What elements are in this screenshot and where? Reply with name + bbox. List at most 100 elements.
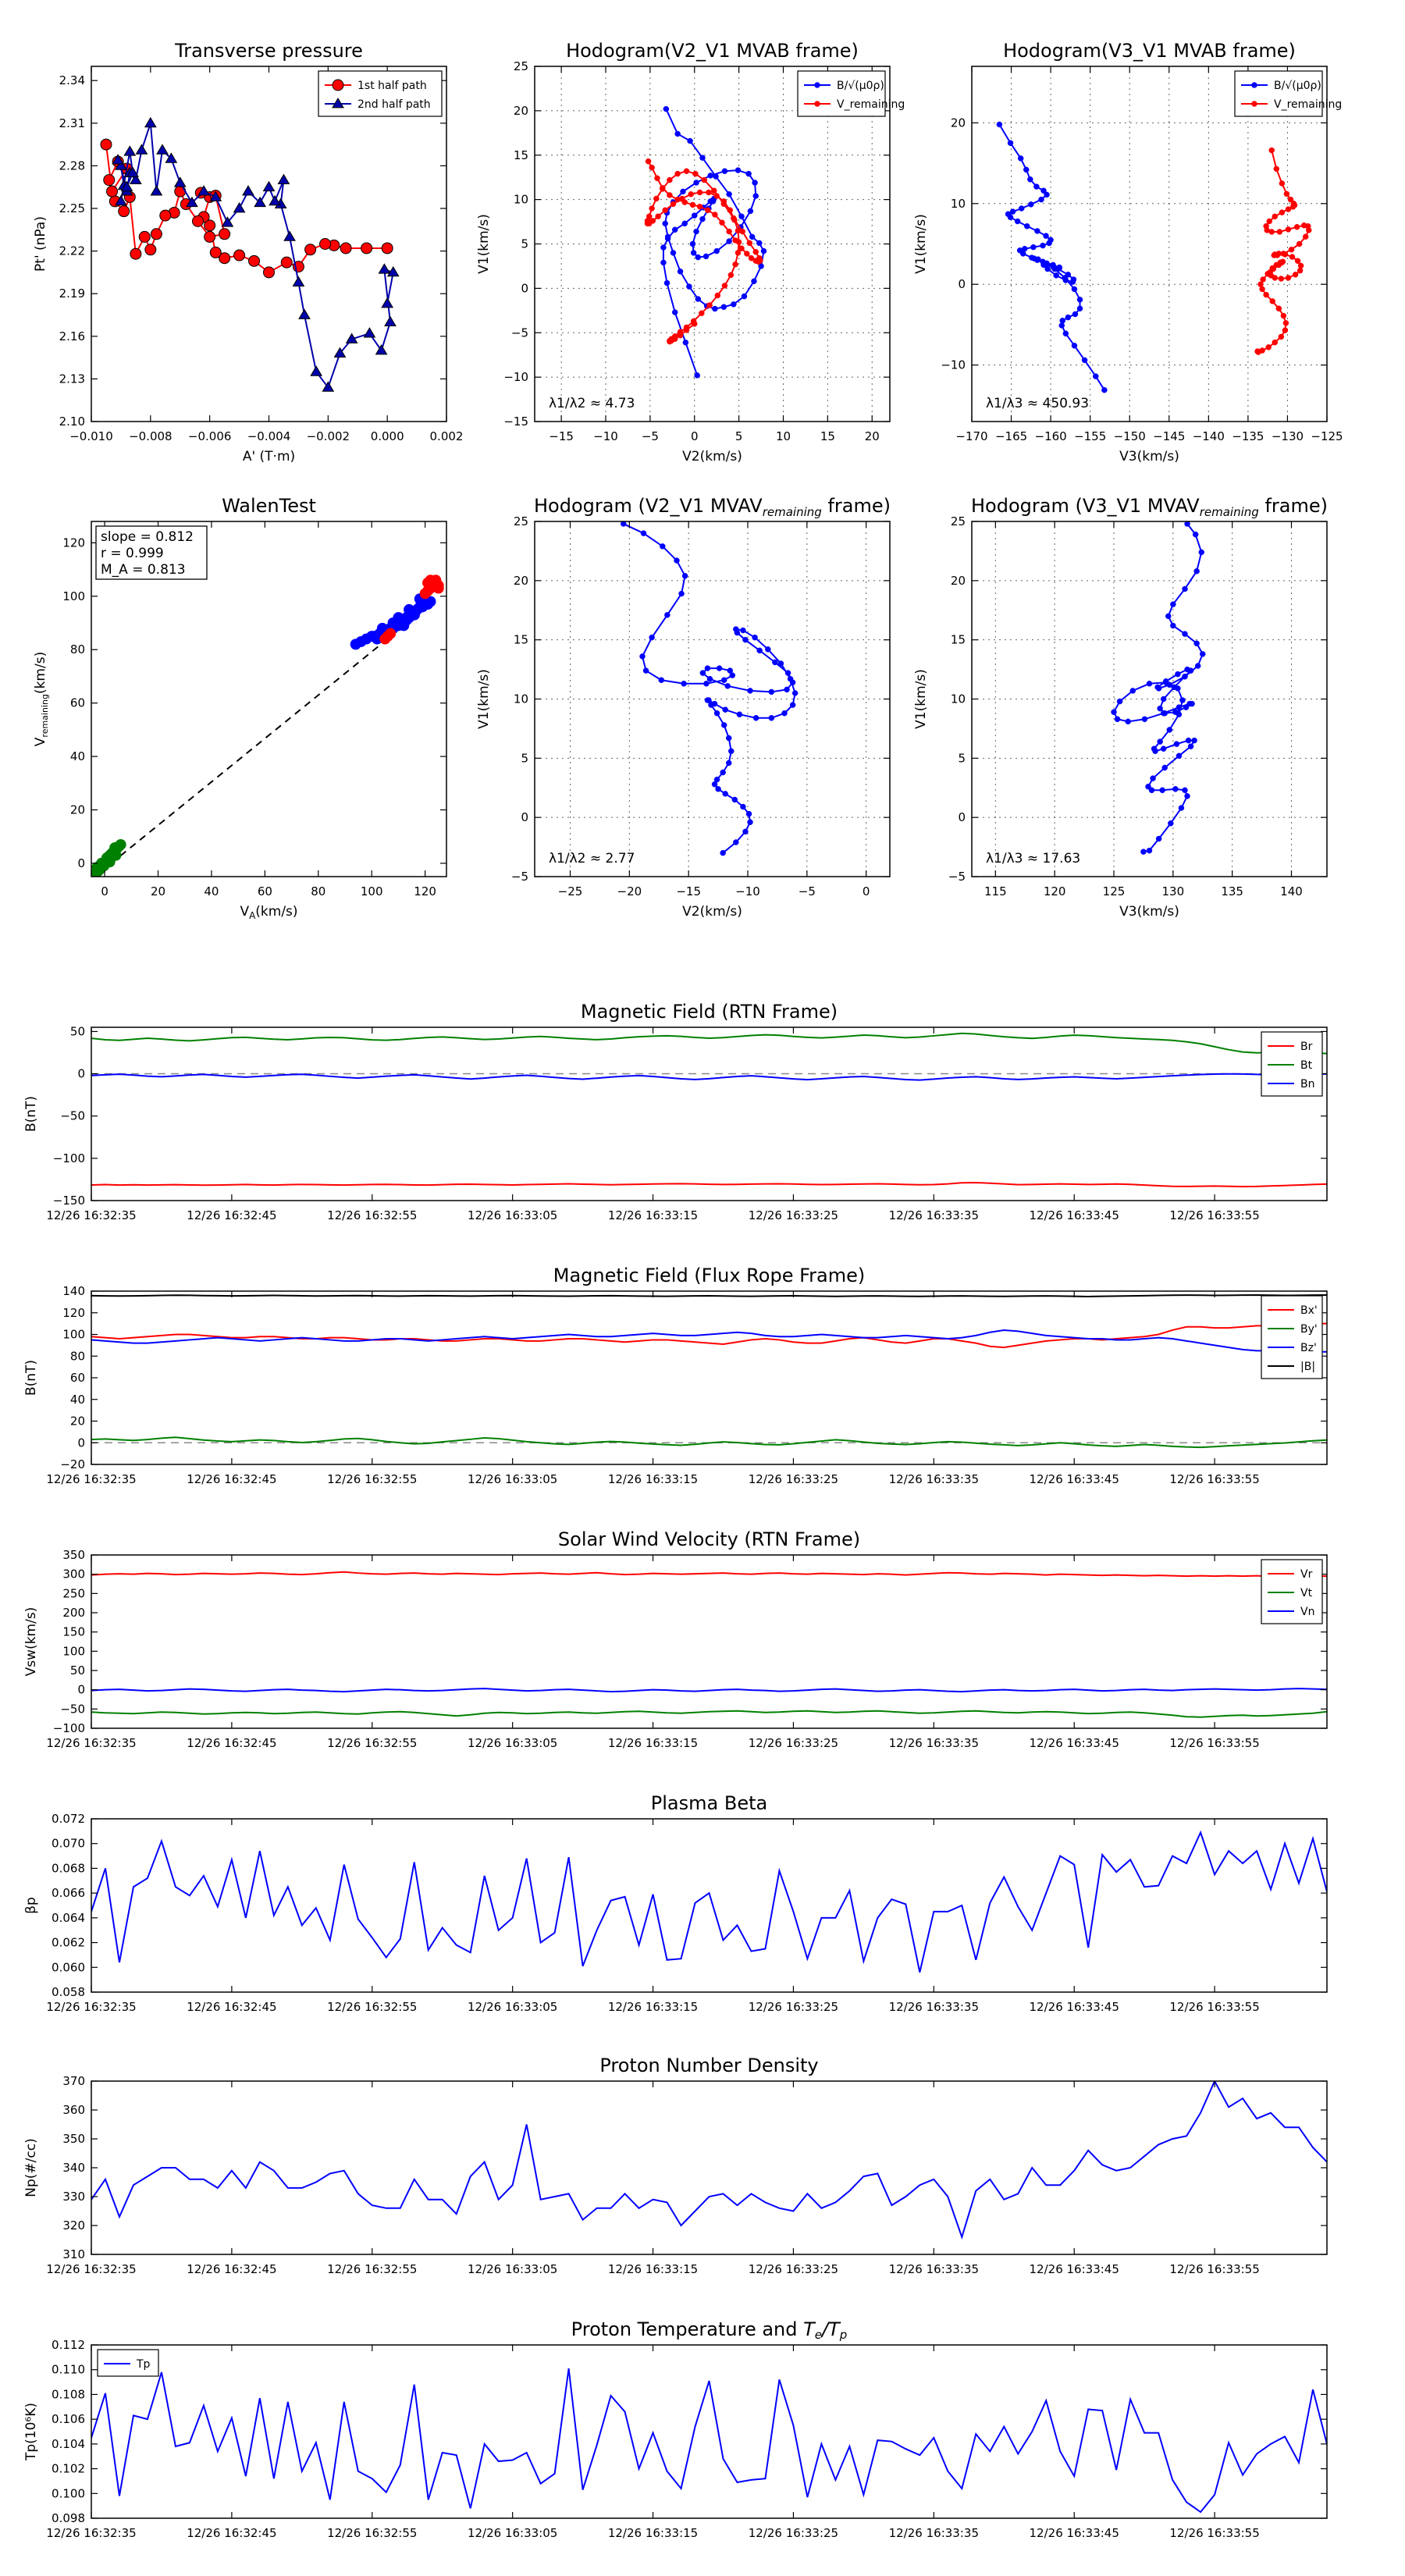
data-point [674, 557, 680, 564]
x-axis-label: V2(km/s) [682, 904, 742, 920]
x-tick-label: 12/26 16:33:55 [1169, 1736, 1259, 1750]
data-point [1275, 305, 1282, 311]
y-tick-label: 50 [70, 1024, 85, 1038]
data-point [1272, 213, 1279, 220]
data-point [752, 248, 759, 255]
y-tick-label: 20 [951, 574, 966, 588]
chart-h3: −25 −20 −15 −10 −5 0 −5 0 5 10 15 20 25 Hodogram (V2_… [476, 495, 891, 920]
x-tick-label: 115 [984, 884, 1007, 898]
chart-beta: 12/26 16:32:35 12/26 16:32:45 12/26 16:32:… [23, 1792, 1328, 2014]
data-point [707, 173, 713, 179]
stats-ma: M_A = 0.813 [101, 562, 186, 578]
data-point [742, 828, 749, 835]
data-point [1176, 753, 1183, 760]
data-point [693, 228, 699, 235]
x-tick-label: 140 [1280, 884, 1303, 898]
x-tick-label: 135 [1221, 884, 1243, 898]
data-point [112, 154, 124, 165]
y-tick-label: 0.058 [52, 1985, 85, 1999]
data-point [1051, 265, 1058, 272]
data-point [1179, 697, 1186, 703]
data-point [689, 240, 696, 247]
data-point [298, 308, 311, 319]
y-tick-label: 0 [521, 810, 528, 824]
data-point [1033, 183, 1040, 190]
data-point [1028, 201, 1034, 208]
x-tick-label: −0.002 [307, 429, 350, 443]
data-point [1278, 276, 1285, 282]
y-tick-label: 0 [77, 856, 85, 870]
data-point [1192, 531, 1199, 538]
x-tick-label: 12/26 16:33:45 [1030, 2000, 1119, 2014]
y-tick-label: 250 [62, 1586, 85, 1600]
x-tick-label: 12/26 16:33:35 [889, 2262, 979, 2276]
data-point [791, 690, 799, 696]
series-vt-line [91, 1710, 1327, 1718]
data-point [735, 239, 742, 245]
x-tick-label: 12/26 16:32:45 [187, 2000, 276, 2014]
data-point [1176, 711, 1183, 717]
data-point [1282, 327, 1289, 333]
eigenvalue-ratio-label: λ1/λ3 ≈ 450.93 [986, 396, 1089, 411]
data-point [756, 254, 763, 262]
data-point [756, 647, 763, 654]
data-point [712, 212, 718, 218]
y-tick-label: 15 [951, 633, 966, 647]
data-point [1007, 140, 1014, 146]
data-point [781, 710, 788, 717]
y-axis-label: Tp(10⁶K) [23, 2403, 39, 2461]
data-point [319, 238, 332, 250]
data-point [996, 121, 1003, 128]
x-tick-label: 0 [691, 429, 699, 443]
legend-label: Bt [1300, 1059, 1313, 1072]
data-point [1289, 204, 1297, 210]
y-tick-label: 0.100 [52, 2486, 85, 2500]
data-point [690, 250, 697, 256]
x-tick-label: 12/26 16:32:35 [46, 2526, 136, 2540]
data-point [726, 238, 732, 244]
data-point [721, 283, 728, 289]
data-point [1058, 322, 1065, 329]
data-point [1145, 783, 1151, 790]
data-point [186, 196, 198, 208]
data-point [725, 735, 732, 742]
legend-label: 1st half path [357, 80, 427, 92]
y-tick-label: 2.34 [59, 73, 85, 87]
data-point [1040, 187, 1047, 194]
series-vn-line [91, 1688, 1327, 1693]
data-point [742, 636, 749, 643]
data-point [725, 760, 732, 767]
data-point [720, 849, 726, 856]
data-point [720, 722, 727, 728]
data-point [1150, 775, 1156, 781]
data-point [670, 201, 677, 208]
data-point [735, 250, 742, 256]
y-axis-label: Pt' (nPa) [33, 216, 48, 272]
legend-label: Bx' [1300, 1304, 1318, 1317]
data-point [322, 381, 335, 392]
y-tick-label: 20 [951, 116, 966, 130]
x-tick-label: 12/26 16:33:05 [468, 1208, 557, 1222]
data-point [756, 240, 763, 247]
x-tick-label: 40 [204, 884, 219, 898]
x-tick-label: 12/26 16:33:25 [749, 1472, 838, 1486]
data-point [660, 186, 666, 192]
data-point [219, 228, 231, 240]
x-tick-label: −160 [1035, 429, 1067, 443]
data-point [752, 715, 759, 721]
y-tick-label: 150 [62, 1625, 85, 1639]
data-point [696, 189, 703, 196]
plot-area [996, 121, 1312, 393]
data-point [1007, 214, 1014, 221]
y-tick-label: 360 [62, 2103, 85, 2117]
x-tick-label: 15 [820, 429, 835, 443]
y-tick-label: 0.060 [52, 1960, 85, 1974]
y-tick-label: 5 [521, 751, 528, 765]
data-point [670, 250, 677, 256]
axes-frame [91, 2080, 1328, 2255]
y-tick-label: 0 [77, 1436, 85, 1450]
data-point [682, 340, 689, 346]
data-point [1280, 312, 1287, 319]
chart-title: Transverse pressure [174, 40, 363, 62]
data-point [254, 196, 266, 208]
